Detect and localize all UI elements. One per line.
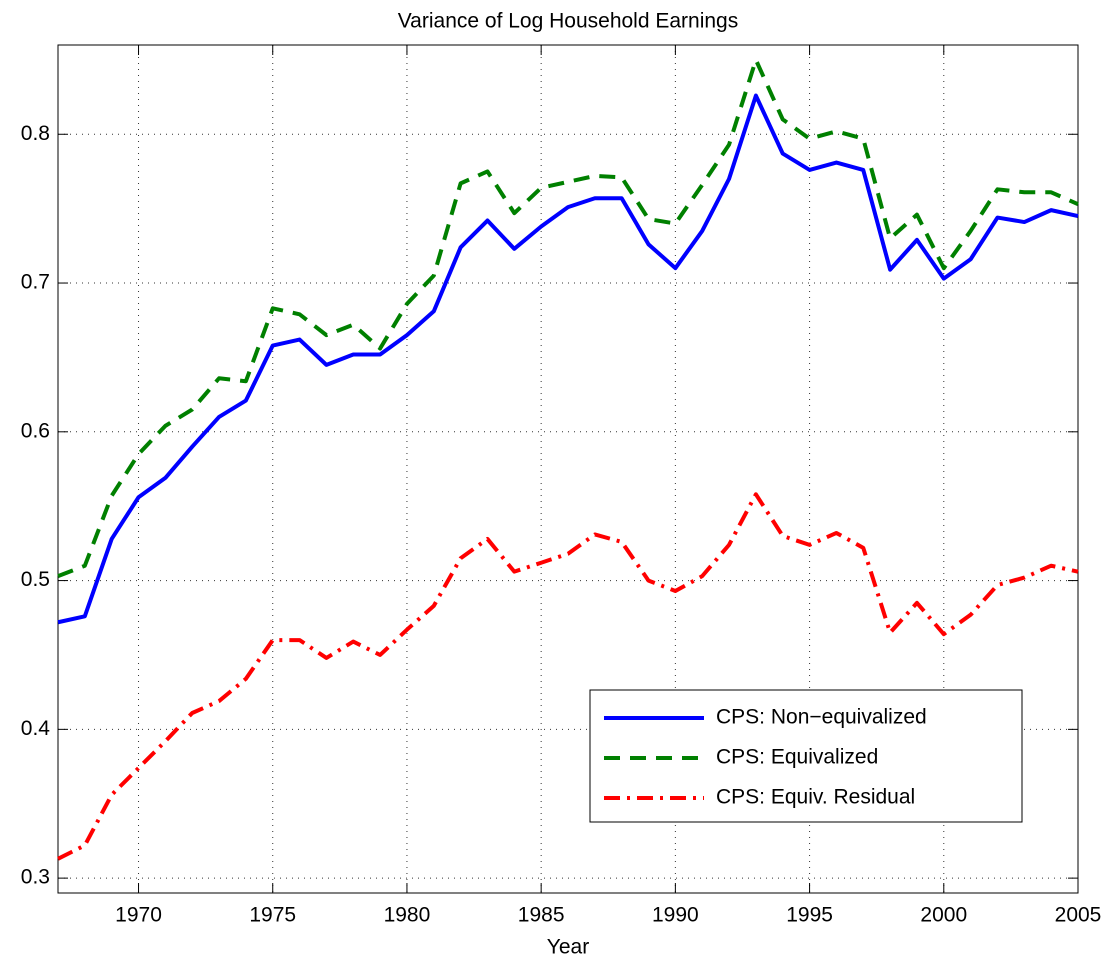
legend-label: CPS: Equivalized	[716, 746, 878, 769]
series-line	[57, 93, 1079, 625]
y-tick-label: 0.3	[21, 866, 50, 889]
y-tick-label: 0.6	[21, 419, 50, 442]
x-tick-label: 1970	[115, 904, 162, 927]
y-tick-label: 0.4	[21, 717, 51, 740]
legend-label: CPS: Non−equivalized	[716, 706, 927, 729]
x-tick-label: 1980	[384, 904, 431, 927]
x-axis-label: Year	[547, 936, 589, 959]
x-tick-label: 2005	[1055, 904, 1102, 927]
x-tick-label: 1975	[249, 904, 296, 927]
x-tick-label: 2000	[920, 904, 967, 927]
legend-label: CPS: Equiv. Residual	[716, 786, 915, 809]
y-tick-label: 0.5	[21, 568, 50, 591]
series-line	[57, 492, 1079, 861]
legend: CPS: Non−equivalized CPS: Equivalized CPS:…	[589, 689, 1023, 823]
series-line	[57, 57, 1079, 578]
x-tick-label: 1985	[518, 904, 565, 927]
x-tick-label: 1990	[652, 904, 699, 927]
x-tick-label: 1995	[786, 904, 833, 927]
plot-frame	[57, 44, 1079, 894]
y-tick-label: 0.7	[21, 271, 50, 294]
chart-title: Variance of Log Household Earnings	[398, 10, 739, 33]
y-tick-label: 0.8	[21, 122, 50, 145]
